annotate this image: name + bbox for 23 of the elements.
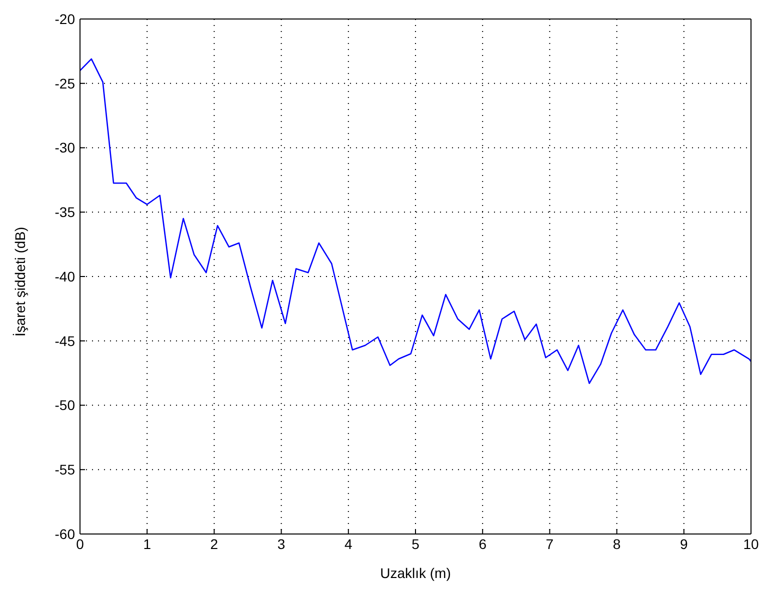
- x-tick-label: 7: [546, 536, 554, 552]
- x-tick-label: 1: [143, 536, 152, 552]
- y-tick-label: -30: [54, 140, 76, 156]
- y-tick-label: -35: [54, 204, 76, 220]
- y-tick-label: -55: [54, 462, 76, 478]
- y-tick-label: -20: [54, 10, 76, 27]
- x-tick-label: 2: [210, 536, 218, 552]
- x-tick-label: 9: [680, 536, 688, 552]
- x-tick-label: 5: [412, 536, 420, 552]
- y-tick-label: -45: [54, 332, 76, 349]
- x-tick-label: 0: [76, 536, 84, 552]
- x-axis-title: Uzaklık (m): [380, 565, 451, 581]
- x-tick-label: 3: [277, 536, 286, 552]
- y-tick-label: -40: [54, 268, 76, 284]
- x-tick-label: 10: [743, 536, 759, 552]
- x-tick-label: 4: [344, 536, 352, 552]
- y-tick-label: -60: [54, 526, 76, 542]
- x-tick-label: 8: [612, 536, 621, 552]
- y-tick-label: -25: [54, 75, 76, 92]
- y-tick-label: -50: [54, 397, 76, 414]
- x-tick-label: 6: [478, 536, 487, 552]
- line-series: [80, 58, 751, 384]
- y-axis-title: İşaret şiddeti (dB): [12, 226, 28, 336]
